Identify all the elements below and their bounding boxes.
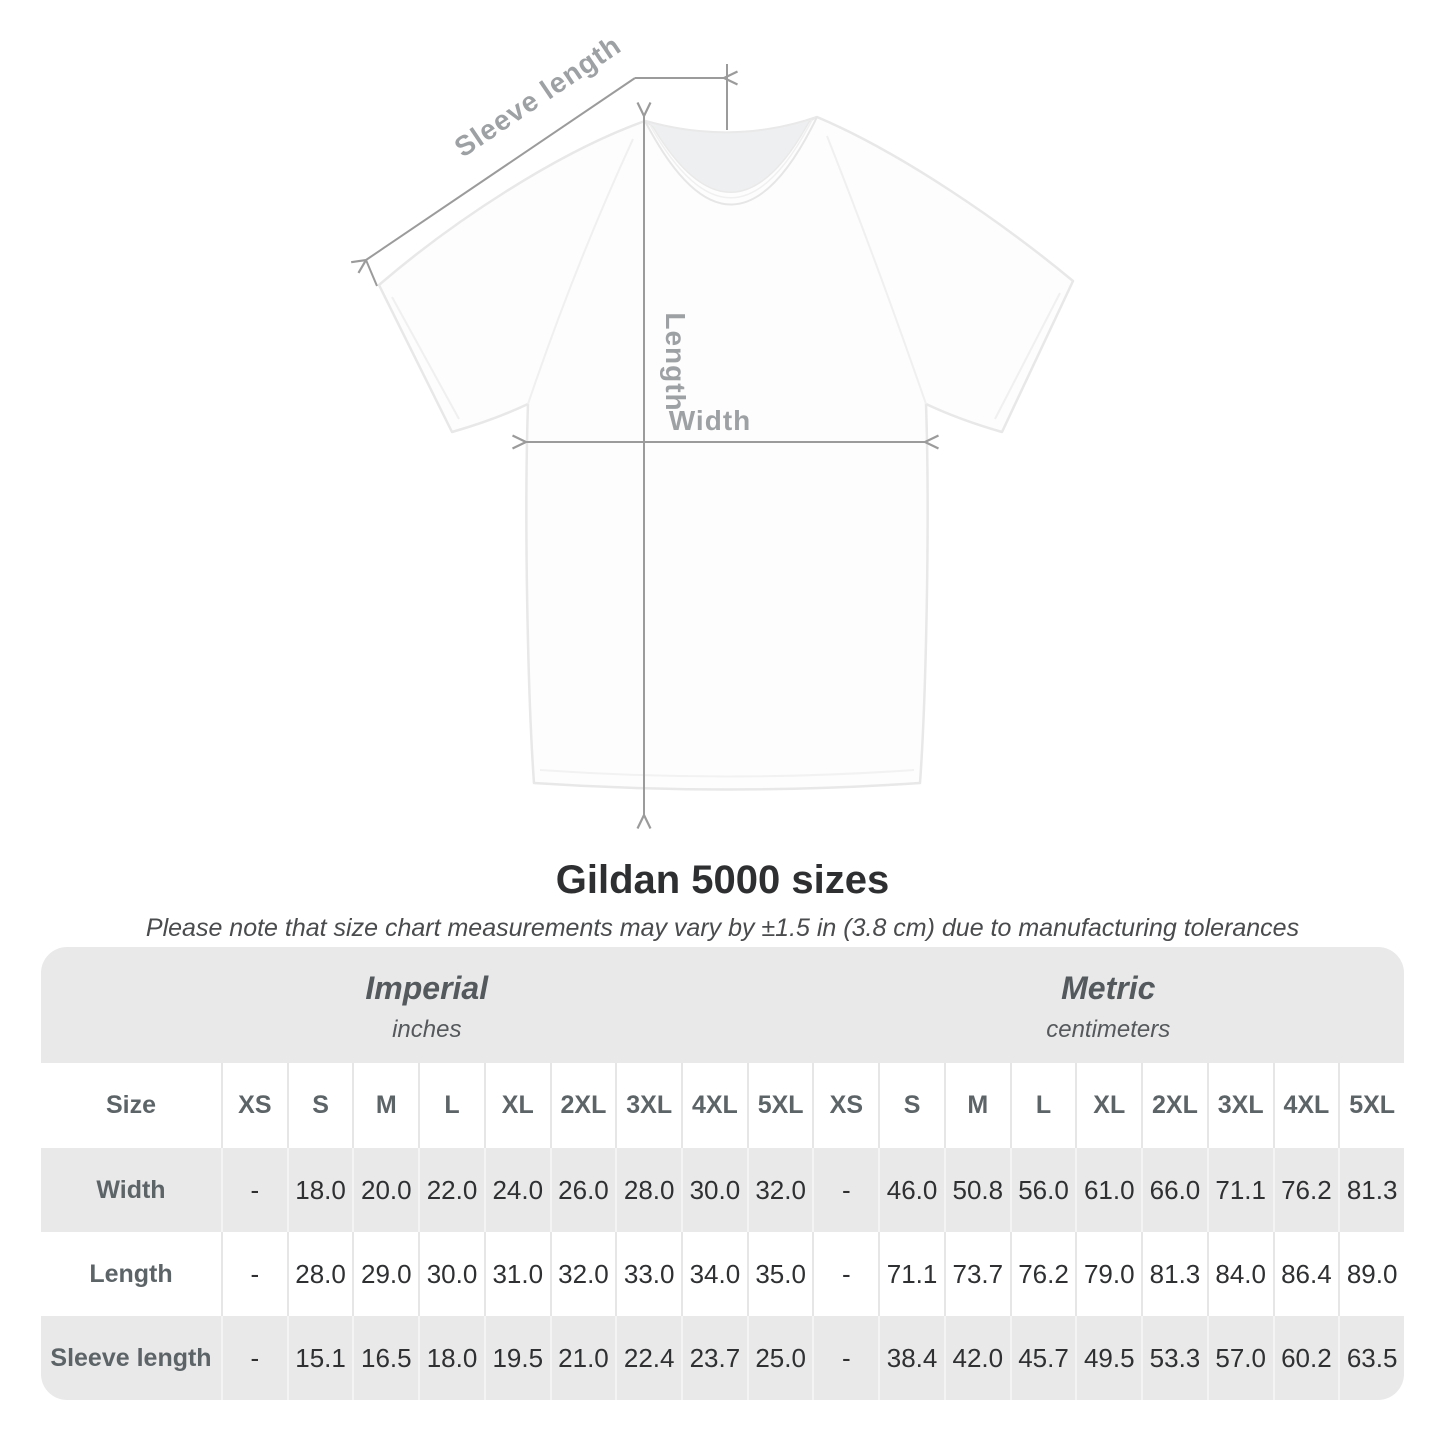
size-header-cell: 2XL — [549, 1063, 616, 1148]
measurement-cell: 53.3 — [1141, 1316, 1207, 1400]
tshirt-measurement-diagram: Sleeve length Length Width — [351, 29, 1075, 829]
measurement-cell: 28.0 — [615, 1148, 681, 1232]
unit-header-band: Imperial inches Metric centimeters — [41, 947, 1404, 1063]
row-label: Width — [96, 1175, 166, 1204]
measurement-cell: 61.0 — [1075, 1148, 1141, 1232]
row-label: Sleeve length — [50, 1343, 212, 1372]
measurement-cell: 84.0 — [1206, 1232, 1273, 1316]
table-row: Sleeve length -15.1 16.5 18.0 19.5 21.0 22.4 23… — [41, 1316, 1404, 1400]
imperial-unit: inches — [392, 1016, 462, 1043]
measurement-cell: 15.1 — [286, 1316, 353, 1400]
measurement-cell: 32.0 — [746, 1148, 813, 1232]
measurement-cell: 22.4 — [615, 1316, 681, 1400]
measurement-cell: 50.8 — [943, 1148, 1010, 1232]
measurement-cell: 26.0 — [549, 1148, 616, 1232]
size-header-cell: 4XL — [681, 1063, 747, 1148]
measurement-cell: 32.0 — [549, 1232, 616, 1316]
length-label: Length — [660, 312, 691, 411]
measurement-cell: 18.0 — [418, 1316, 484, 1400]
measurement-cell: 63.5 — [1338, 1316, 1404, 1400]
table-row: Width -18.0 20.0 22.0 24.0 26.0 28.0 30.0 32.0-4… — [41, 1148, 1404, 1232]
measurement-cell: 76.2 — [1009, 1232, 1076, 1316]
measurement-cell: 29.0 — [352, 1232, 418, 1316]
measurement-cell: 60.2 — [1272, 1316, 1339, 1400]
measurement-cell: 73.7 — [943, 1232, 1010, 1316]
measurement-cell: - — [221, 1232, 287, 1316]
measurement-cell: 30.0 — [418, 1232, 484, 1316]
measurement-cell: 66.0 — [1141, 1148, 1207, 1232]
dimension-arrows — [351, 64, 939, 829]
measurement-cell: 49.5 — [1075, 1316, 1141, 1400]
size-header-row: Size XS S M L XL 2XL 3XL 4XL 5XL XS S M L XL 2XL 3XL 4XL… — [41, 1063, 1404, 1148]
size-header-cell: S — [878, 1063, 944, 1148]
measurement-cell: 25.0 — [746, 1316, 813, 1400]
measurement-cell: 81.3 — [1338, 1148, 1404, 1232]
measurement-cell: 76.2 — [1272, 1148, 1339, 1232]
measurement-cell: 46.0 — [878, 1148, 944, 1232]
unit-group-imperial: Imperial inches — [41, 947, 813, 1063]
size-header-cell: 5XL — [1338, 1063, 1404, 1148]
size-header-cell: XL — [1075, 1063, 1141, 1148]
collar-opening — [644, 116, 818, 193]
measurement-cell: 22.0 — [418, 1148, 484, 1232]
size-header-cell: S — [286, 1063, 353, 1148]
measurement-cell: - — [221, 1148, 287, 1232]
size-header-cell: M — [943, 1063, 1010, 1148]
measurement-cell: 34.0 — [681, 1232, 747, 1316]
metric-unit: centimeters — [1046, 1016, 1171, 1043]
sleeve-length-arrow — [351, 77, 636, 274]
measurement-cell: 35.0 — [746, 1232, 813, 1316]
measurement-cell: 79.0 — [1075, 1232, 1141, 1316]
measurement-cell: - — [812, 1316, 878, 1400]
width-label: Width — [669, 405, 752, 436]
measurement-cell: 71.1 — [1206, 1148, 1273, 1232]
measurement-cell: 23.7 — [681, 1316, 747, 1400]
size-header-cell: 3XL — [1206, 1063, 1273, 1148]
size-header-cell: 5XL — [746, 1063, 813, 1148]
measurement-cell: - — [812, 1232, 878, 1316]
row-label: Length — [89, 1259, 173, 1288]
measurement-cell: 38.4 — [878, 1316, 944, 1400]
size-header-cell: 2XL — [1141, 1063, 1207, 1148]
measurement-cell: 31.0 — [483, 1232, 550, 1316]
measurement-cell: 56.0 — [1009, 1148, 1076, 1232]
measurement-cell: 71.1 — [878, 1232, 944, 1316]
tshirt-illustration — [377, 115, 1075, 791]
size-header-cell: 3XL — [615, 1063, 681, 1148]
size-chart-table: Imperial inches Metric centimeters Size … — [41, 947, 1404, 1400]
unit-group-metric: Metric centimeters — [813, 947, 1405, 1063]
measurement-cell: 81.3 — [1141, 1232, 1207, 1316]
measurement-cell: 19.5 — [483, 1316, 550, 1400]
measurement-cell: 86.4 — [1272, 1232, 1339, 1316]
measurement-cell: 30.0 — [681, 1148, 747, 1232]
tolerance-note: Please note that size chart measurements… — [145, 914, 1300, 942]
measurement-cell: 24.0 — [483, 1148, 550, 1232]
size-header-cell: M — [352, 1063, 418, 1148]
measurement-cell: 18.0 — [286, 1148, 353, 1232]
measurement-cell: 57.0 — [1206, 1316, 1273, 1400]
table-row: Length -28.0 29.0 30.0 31.0 32.0 33.0 34.0 35.0-… — [41, 1232, 1404, 1316]
measurement-cell: 33.0 — [615, 1232, 681, 1316]
measurement-cell: 20.0 — [352, 1148, 418, 1232]
imperial-label: Imperial — [365, 970, 489, 1006]
measurement-cell: 28.0 — [286, 1232, 353, 1316]
measurement-cell: - — [221, 1316, 287, 1400]
size-header-cell: L — [418, 1063, 484, 1148]
metric-label: Metric — [1061, 970, 1156, 1006]
page-title: Gildan 5000 sizes — [555, 858, 890, 902]
size-header-cell: L — [1009, 1063, 1076, 1148]
measurement-cell: 16.5 — [352, 1316, 418, 1400]
measurement-cell: 21.0 — [549, 1316, 616, 1400]
measurement-cell: 89.0 — [1338, 1232, 1404, 1316]
measurement-cell: - — [812, 1148, 878, 1232]
measurement-cell: 45.7 — [1009, 1316, 1076, 1400]
size-column-header: Size — [105, 1091, 157, 1119]
size-header-cell: XS — [221, 1063, 287, 1148]
size-header-cell: 4XL — [1272, 1063, 1339, 1148]
size-header-cell: XS — [812, 1063, 878, 1148]
size-header-cell: XL — [483, 1063, 550, 1148]
measurement-cell: 42.0 — [943, 1316, 1010, 1400]
